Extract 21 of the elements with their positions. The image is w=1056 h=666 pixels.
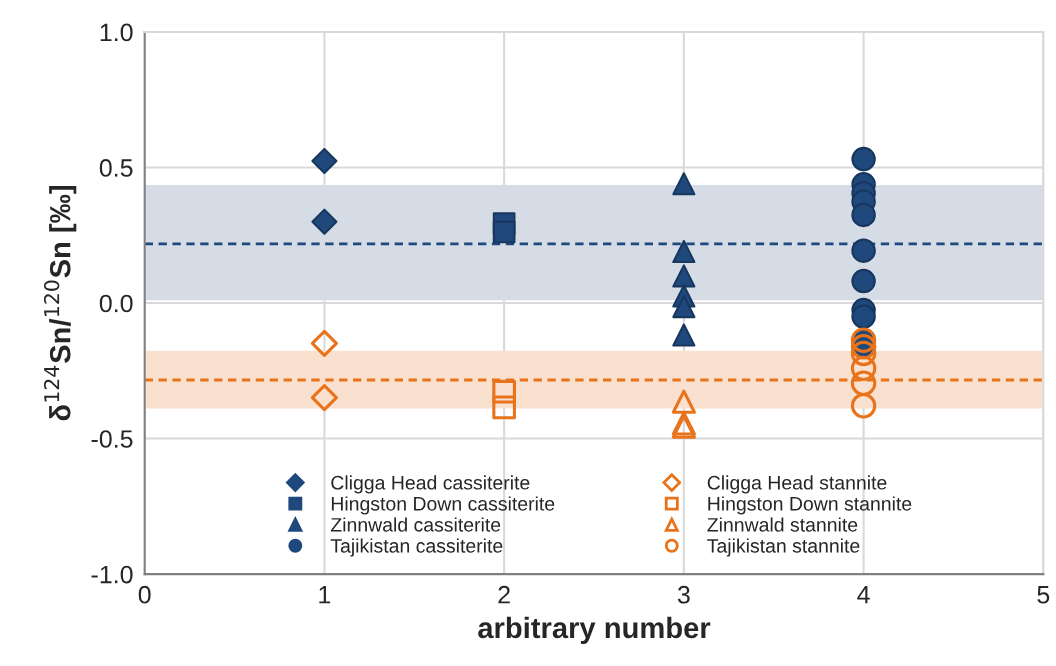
legend-label: Hingston Down cassiterite <box>331 496 555 515</box>
y-tick-label: 0.5 <box>99 159 133 177</box>
legend-label: Cligga Head cassiterite <box>331 475 530 494</box>
y-tick-label: -0.5 <box>91 430 133 448</box>
legend-label: Tajikistan cassiterite <box>330 538 503 557</box>
y-tick-label: 1.0 <box>100 23 133 42</box>
x-tick-label: 4 <box>857 586 870 604</box>
x-axis-title: arbitrary number <box>478 616 711 645</box>
y-axis-title: δ$^{124}$Sn/$^{120}$Sn [‰] <box>43 186 77 421</box>
y-tick-label: 0.0 <box>99 294 133 313</box>
legend-label: Zinnwald stannite <box>707 517 858 532</box>
x-tick-label: 1 <box>319 586 331 604</box>
x-tick-label: 2 <box>498 585 510 604</box>
legend-label: Zinnwald cassiterite <box>330 517 501 532</box>
y-tick-label: -1.0 <box>91 565 133 584</box>
legend-label: Cligga Head stannite <box>707 475 887 494</box>
x-tick-label: 3 <box>677 585 690 604</box>
legend-label: Hingston Down stannite <box>708 496 912 515</box>
x-tick-label: 5 <box>1037 586 1050 604</box>
x-tick-label: 0 <box>138 585 151 604</box>
legend-label: Tajikistan stannite <box>707 538 860 557</box>
